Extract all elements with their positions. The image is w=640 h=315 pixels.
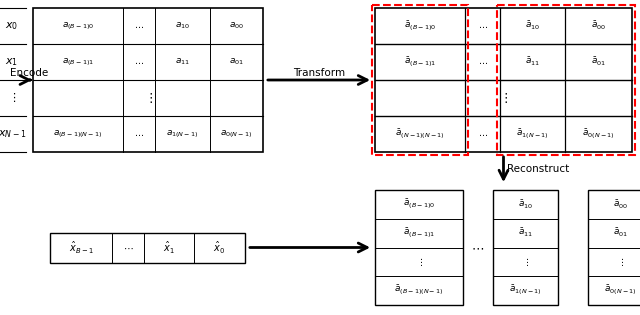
Text: Transform: Transform xyxy=(293,68,345,78)
Bar xyxy=(372,5,468,155)
Text: $\hat{x}_1$: $\hat{x}_1$ xyxy=(163,239,175,255)
Text: $\bar{a}_{01}$: $\bar{a}_{01}$ xyxy=(613,227,628,239)
Text: $\vdots$: $\vdots$ xyxy=(617,256,624,268)
Text: $\cdots$: $\cdots$ xyxy=(477,21,488,31)
Text: $x_{N-1}$: $x_{N-1}$ xyxy=(0,128,26,140)
Text: $a_{01}$: $a_{01}$ xyxy=(229,57,244,67)
Text: $\cdots$: $\cdots$ xyxy=(477,58,488,66)
Text: Reconstruct: Reconstruct xyxy=(508,164,570,175)
Text: $a_{00}$: $a_{00}$ xyxy=(229,21,244,31)
Text: $\bar{a}_{(B-1)0}$: $\bar{a}_{(B-1)0}$ xyxy=(404,19,436,33)
Text: $\bar{a}_{10}$: $\bar{a}_{10}$ xyxy=(525,20,540,32)
Text: $\bar{a}_{(B-1)1}$: $\bar{a}_{(B-1)1}$ xyxy=(403,226,435,240)
Text: $a_{(B-1)(N-1)}$: $a_{(B-1)(N-1)}$ xyxy=(53,128,102,140)
Text: $\cdots$: $\cdots$ xyxy=(472,241,484,254)
Bar xyxy=(33,8,263,152)
Text: $\bar{a}_{10}$: $\bar{a}_{10}$ xyxy=(518,198,533,210)
Bar xyxy=(493,190,558,305)
Text: $a_{1(N-1)}$: $a_{1(N-1)}$ xyxy=(166,128,198,140)
Text: $\cdots$: $\cdots$ xyxy=(477,129,488,139)
Text: $\bar{a}_{00}$: $\bar{a}_{00}$ xyxy=(591,20,606,32)
Text: $\bar{a}_{(B-1)1}$: $\bar{a}_{(B-1)1}$ xyxy=(404,55,436,69)
Text: $a_{(B-1)0}$: $a_{(B-1)0}$ xyxy=(62,20,94,32)
Bar xyxy=(588,190,640,305)
Bar xyxy=(375,8,632,152)
Text: $\vdots$: $\vdots$ xyxy=(415,256,422,268)
Text: $\bar{a}_{(B-1)0}$: $\bar{a}_{(B-1)0}$ xyxy=(403,198,435,211)
Text: $\bar{a}_{1(N-1)}$: $\bar{a}_{1(N-1)}$ xyxy=(516,127,548,141)
Text: $x_1$: $x_1$ xyxy=(6,56,19,68)
Text: $a_{(B-1)1}$: $a_{(B-1)1}$ xyxy=(62,56,94,68)
Text: $x_0$: $x_0$ xyxy=(5,20,19,32)
Text: $\vdots$: $\vdots$ xyxy=(522,256,529,268)
Text: $\vdots$: $\vdots$ xyxy=(143,91,152,105)
Bar xyxy=(375,190,463,305)
Text: $\vdots$: $\vdots$ xyxy=(8,91,16,105)
Text: $a_{11}$: $a_{11}$ xyxy=(175,57,190,67)
Text: $\bar{a}_{1(N-1)}$: $\bar{a}_{1(N-1)}$ xyxy=(509,284,541,297)
Text: $\bar{a}_{0(N-1)}$: $\bar{a}_{0(N-1)}$ xyxy=(604,284,637,297)
Text: $\bar{a}_{0(N-1)}$: $\bar{a}_{0(N-1)}$ xyxy=(582,127,615,141)
Bar xyxy=(497,5,635,155)
Text: $\cdots$: $\cdots$ xyxy=(134,129,144,139)
Text: $\cdots$: $\cdots$ xyxy=(134,21,144,31)
Text: $\bar{a}_{01}$: $\bar{a}_{01}$ xyxy=(591,56,606,68)
Text: $\cdots$: $\cdots$ xyxy=(134,58,144,66)
Text: $\cdots$: $\cdots$ xyxy=(123,243,133,253)
Text: $a_{0(N-1)}$: $a_{0(N-1)}$ xyxy=(220,128,253,140)
Text: $\bar{a}_{(B-1)(N-1)}$: $\bar{a}_{(B-1)(N-1)}$ xyxy=(394,284,444,297)
Text: Encode: Encode xyxy=(10,68,49,78)
Text: $\bar{a}_{11}$: $\bar{a}_{11}$ xyxy=(525,56,540,68)
Text: $a_{10}$: $a_{10}$ xyxy=(175,21,190,31)
Text: $\bar{a}_{00}$: $\bar{a}_{00}$ xyxy=(613,198,628,210)
Text: $\hat{x}_0$: $\hat{x}_0$ xyxy=(214,239,225,255)
Text: $\vdots$: $\vdots$ xyxy=(499,91,508,105)
Bar xyxy=(50,232,245,262)
Text: $\hat{x}_{B-1}$: $\hat{x}_{B-1}$ xyxy=(68,239,93,255)
Text: $\bar{a}_{11}$: $\bar{a}_{11}$ xyxy=(518,227,533,239)
Text: $\bar{a}_{(N-1)(N-1)}$: $\bar{a}_{(N-1)(N-1)}$ xyxy=(395,127,445,141)
